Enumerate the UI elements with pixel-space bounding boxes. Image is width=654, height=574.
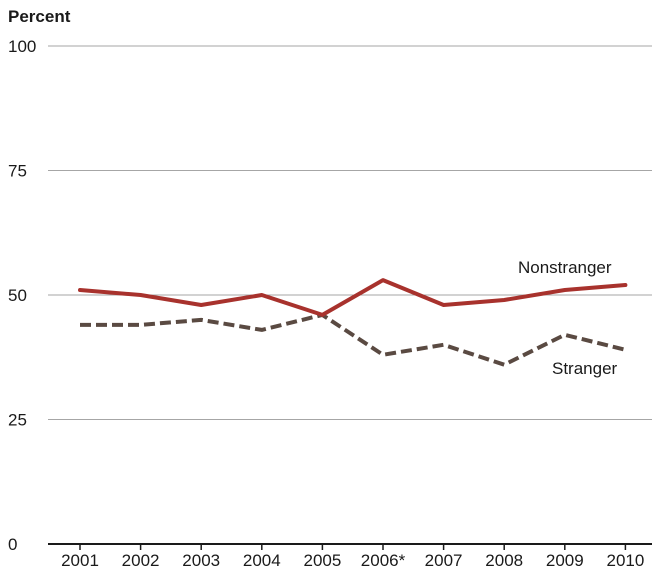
x-tick-label: 2005	[303, 551, 341, 570]
series-label-nonstranger: Nonstranger	[518, 258, 612, 277]
y-tick-labels: 0 25 50 75 100	[8, 37, 36, 554]
y-tick-label: 0	[8, 535, 17, 554]
x-tick-label: 2003	[182, 551, 220, 570]
y-axis-label: Percent	[8, 7, 71, 26]
series-line-nonstranger	[78, 278, 628, 317]
y-tick-label: 100	[8, 37, 36, 56]
x-tick-label: 2002	[122, 551, 160, 570]
x-tick-label: 2006*	[361, 551, 406, 570]
series-label-stranger: Stranger	[552, 359, 618, 378]
series-line-stranger	[80, 312, 626, 367]
y-tick-label: 75	[8, 162, 27, 181]
x-tick-label: 2009	[546, 551, 584, 570]
x-tick-label: 2004	[243, 551, 281, 570]
x-tick-label: 2010	[606, 551, 644, 570]
series-lines	[78, 278, 628, 367]
x-tick-label: 2001	[61, 551, 99, 570]
y-tick-label: 25	[8, 411, 27, 430]
y-tick-label: 50	[8, 286, 27, 305]
x-tick-label: 2007	[425, 551, 463, 570]
x-tick-label: 2008	[485, 551, 523, 570]
x-tick-labels: 2001 2002 2003 2004 2005 2006* 2007 2008 2009 201…	[61, 544, 644, 570]
